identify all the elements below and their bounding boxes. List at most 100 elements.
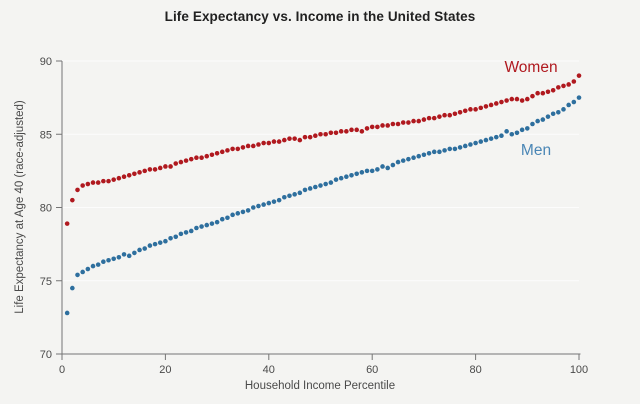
data-point [318, 131, 323, 137]
data-point [576, 95, 582, 100]
x-tick-label: 40 [263, 364, 275, 376]
data-point [535, 118, 540, 124]
data-point [385, 165, 391, 171]
data-point [556, 109, 561, 115]
data-point [380, 164, 385, 169]
data-point [426, 150, 432, 156]
data-point [431, 149, 437, 155]
data-point [369, 124, 375, 130]
data-point [132, 171, 137, 177]
axes [56, 60, 581, 360]
data-point [188, 228, 194, 234]
data-point [204, 222, 210, 228]
data-point [235, 211, 241, 216]
data-point [556, 85, 561, 90]
data-point [333, 130, 339, 136]
data-point [561, 83, 566, 89]
data-point [147, 167, 153, 172]
data-point [400, 120, 406, 125]
data-point [64, 310, 70, 316]
data-point [540, 117, 546, 122]
data-point [411, 155, 416, 160]
data-point [80, 269, 85, 275]
data-point [85, 266, 91, 272]
data-point [219, 216, 225, 222]
data-point [214, 219, 220, 225]
data-point [338, 175, 344, 181]
data-point [333, 177, 339, 182]
data-point [271, 139, 277, 144]
data-point [173, 234, 179, 240]
y-tick-label: 90 [40, 56, 52, 68]
data-point [313, 133, 318, 139]
data-point [390, 121, 396, 127]
data-point [142, 246, 148, 251]
data-point [566, 82, 571, 87]
data-point [245, 143, 251, 149]
data-point [70, 197, 75, 203]
data-point [375, 167, 380, 172]
data-point [411, 118, 416, 124]
data-point [230, 146, 235, 152]
data-point [261, 202, 266, 207]
data-point [571, 99, 577, 105]
data-point [550, 88, 556, 93]
data-point [70, 285, 75, 291]
data-point [468, 142, 473, 147]
data-point [90, 180, 96, 185]
data-point [519, 127, 525, 133]
data-point [256, 142, 261, 147]
data-point [219, 149, 225, 155]
data-point [240, 145, 246, 150]
data-point [421, 117, 427, 122]
data-point [261, 140, 266, 146]
data-point [364, 126, 370, 131]
x-tick-label: 0 [59, 364, 65, 376]
data-point [359, 129, 365, 134]
data-point [250, 205, 256, 210]
data-point [369, 168, 375, 174]
data-point [142, 168, 148, 174]
data-point [395, 159, 401, 165]
y-tick-label: 70 [40, 349, 52, 361]
data-point [349, 127, 354, 133]
data-point [395, 121, 401, 127]
data-point [457, 145, 463, 150]
data-point [163, 238, 168, 244]
data-point [545, 114, 551, 119]
data-point [307, 186, 313, 191]
data-point [271, 199, 277, 204]
data-point [328, 180, 334, 185]
data-point [452, 111, 458, 117]
data-point [101, 178, 106, 184]
data-point [250, 143, 256, 149]
data-point [101, 259, 106, 265]
data-point [240, 209, 246, 215]
data-point [468, 107, 473, 112]
men-series-label: Men [521, 142, 551, 159]
y-tick-label: 85 [40, 129, 52, 141]
data-point [292, 136, 297, 141]
data-point [416, 153, 422, 159]
data-point [168, 164, 173, 169]
data-point [235, 146, 241, 152]
data-point [535, 90, 540, 96]
data-point [509, 96, 515, 102]
data-point [561, 107, 566, 112]
data-point [297, 190, 303, 196]
data-point [199, 155, 204, 160]
data-point [540, 90, 546, 96]
data-point [452, 146, 458, 152]
data-point [95, 262, 101, 267]
data-point [509, 131, 515, 137]
data-point [349, 172, 354, 178]
x-tick-label: 100 [570, 364, 588, 376]
data-point [116, 255, 122, 260]
data-point [80, 183, 85, 188]
data-point [168, 235, 173, 241]
data-point [457, 109, 463, 115]
data-point [442, 148, 447, 153]
data-point [307, 134, 313, 140]
data-point [276, 139, 282, 144]
